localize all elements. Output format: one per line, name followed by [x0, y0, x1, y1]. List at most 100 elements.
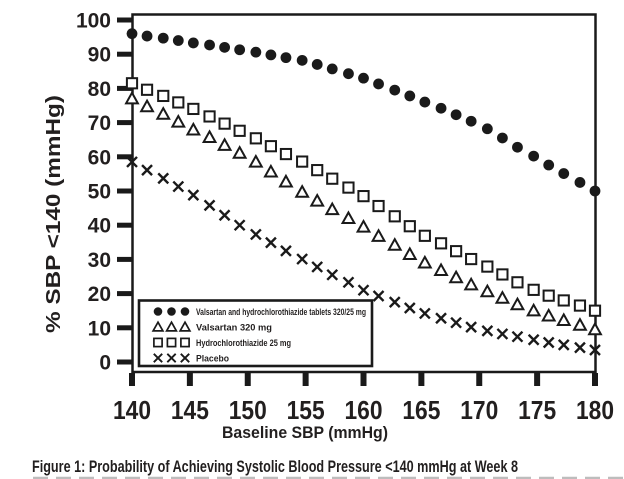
data-point: [465, 252, 478, 266]
data-point: [311, 261, 324, 273]
data-point: [543, 159, 555, 171]
data-point: [355, 218, 372, 233]
data-point: [450, 109, 462, 121]
data-point: [527, 333, 540, 346]
data-point: [403, 302, 416, 314]
data-point: [587, 321, 603, 336]
data-point: [556, 312, 572, 326]
legend-label: Placebo: [196, 354, 229, 365]
data-point: [542, 336, 555, 349]
data-point: [450, 316, 462, 329]
x-tick-label: 175: [518, 395, 556, 425]
x-tick-label: 140: [113, 395, 151, 425]
data-point: [511, 276, 524, 289]
data-point: [264, 140, 277, 153]
data-point: [263, 163, 279, 178]
x-axis: 140 145 150 155 160 165 170 175 180: [113, 373, 614, 425]
data-point: [434, 237, 448, 250]
data-point: [572, 317, 588, 331]
y-tick-label: 40: [88, 215, 111, 238]
data-point: [481, 260, 494, 273]
x-tick-label: 155: [287, 395, 325, 425]
y-tick-label: 20: [88, 283, 111, 306]
data-point: [172, 35, 184, 46]
data-point: [418, 229, 431, 242]
data-point: [404, 90, 416, 102]
y-tick-label: 70: [88, 112, 111, 135]
data-point: [588, 304, 602, 317]
data-point: [157, 32, 169, 44]
data-point: [296, 54, 308, 66]
x-tick-label: 150: [229, 395, 267, 425]
data-point: [219, 41, 231, 53]
series-x-cross: [126, 156, 601, 356]
y-tick-label: 80: [88, 78, 111, 101]
data-point: [141, 30, 153, 42]
data-point: [187, 189, 200, 201]
data-point: [357, 284, 370, 297]
y-axis: 0 10 20 30 40 50 60 70 80 90 100: [76, 10, 132, 375]
x-cross-icon: [153, 353, 190, 363]
data-point: [185, 121, 201, 136]
data-point: [418, 307, 431, 320]
data-point: [296, 155, 309, 168]
y-tick-label: 10: [88, 317, 111, 340]
data-point: [311, 164, 324, 177]
data-point: [589, 344, 601, 356]
data-point: [265, 236, 277, 249]
data-point: [250, 46, 262, 58]
y-tick-label: 0: [99, 352, 111, 375]
data-point: [557, 294, 570, 307]
data-point: [249, 132, 262, 145]
data-point: [388, 296, 401, 308]
data-point: [541, 307, 557, 322]
y-tick-label: 30: [88, 249, 111, 272]
open-square-icon: [153, 337, 190, 348]
data-point: [358, 72, 369, 84]
series-open-square: [125, 77, 602, 317]
x-tick-label: 165: [402, 395, 440, 425]
data-point: [265, 49, 277, 61]
data-point: [126, 28, 138, 40]
data-point: [481, 325, 494, 337]
figure-caption: Figure 1: Probability of Achieving Systo…: [32, 457, 518, 476]
legend-item-valsartan: Valsartan 320 mg: [151, 320, 272, 334]
data-point: [248, 153, 264, 168]
data-point: [234, 44, 246, 56]
data-point: [450, 245, 463, 258]
data-point: [558, 168, 570, 179]
data-point: [157, 89, 170, 103]
data-point: [509, 296, 526, 311]
data-point: [233, 219, 246, 232]
data-point: [250, 228, 262, 241]
data-point: [417, 254, 433, 269]
legend-border: [137, 299, 374, 368]
data-point: [511, 330, 524, 343]
y-tick-label: 90: [88, 44, 111, 67]
y-tick-label: 60: [88, 146, 111, 169]
legend-item-combo: Valsartan and hydrochlorothiazide tablet…: [153, 307, 366, 318]
data-point: [233, 124, 246, 137]
data-point: [125, 77, 139, 90]
data-point: [435, 312, 447, 325]
data-point: [497, 132, 508, 144]
data-point: [481, 123, 493, 135]
data-point: [155, 106, 171, 120]
data-point: [372, 199, 385, 213]
data-point: [280, 52, 292, 64]
data-point: [479, 283, 495, 298]
x-tick-label: 160: [345, 395, 383, 425]
data-point: [389, 84, 401, 96]
data-point: [343, 68, 354, 80]
data-point: [187, 37, 199, 49]
data-point: [403, 220, 416, 233]
data-point: [388, 210, 401, 223]
data-point: [419, 96, 431, 108]
legend-label: Valsartan and hydrochlorothiazide tablet…: [196, 307, 366, 318]
series-filled-circle: [126, 28, 601, 197]
data-point: [218, 209, 231, 222]
data-point: [342, 181, 355, 194]
data-point: [324, 201, 340, 216]
data-point: [326, 268, 339, 281]
data-point: [204, 39, 215, 51]
